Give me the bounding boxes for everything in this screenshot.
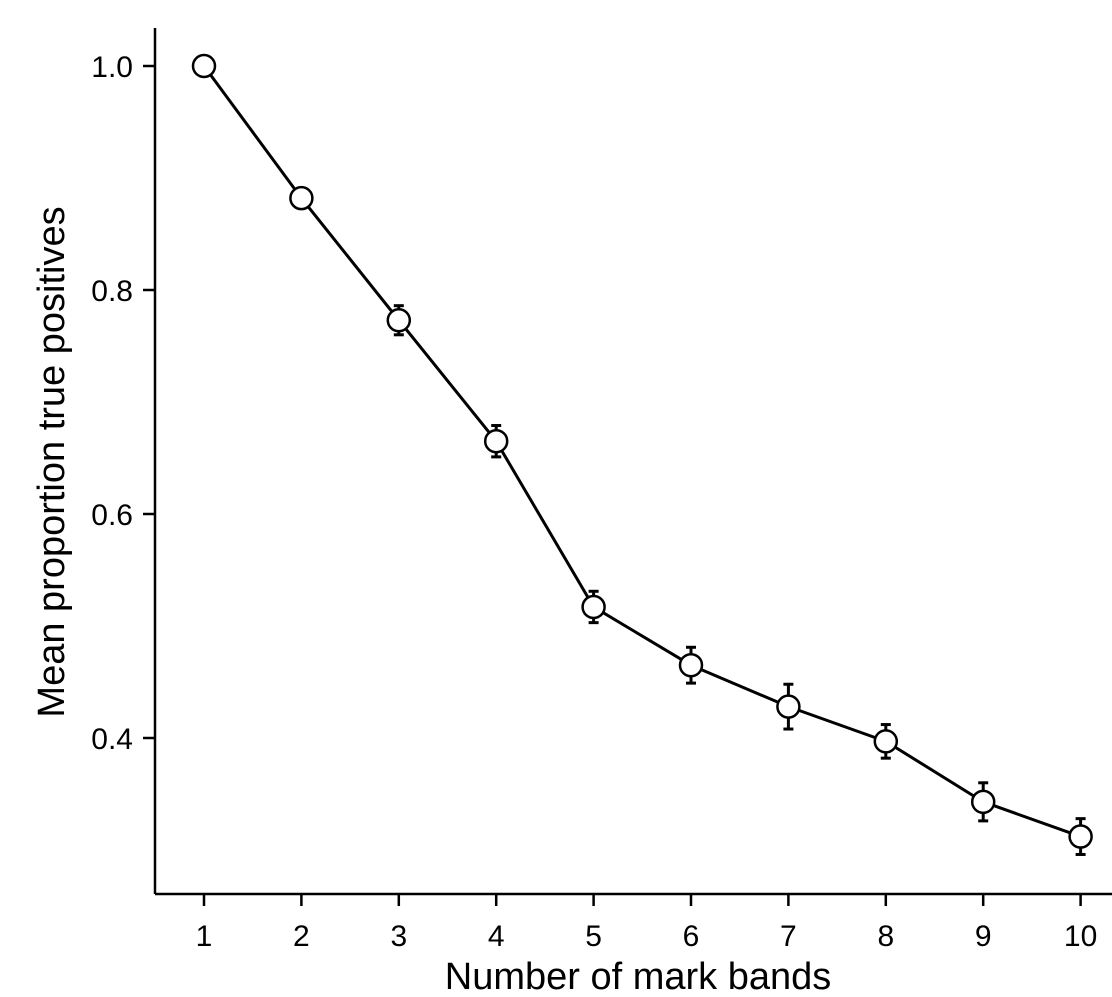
x-tick-label: 4 <box>488 920 505 953</box>
x-tick-label: 10 <box>1064 920 1097 953</box>
data-point <box>289 185 314 211</box>
x-tick-label: 2 <box>293 920 310 953</box>
x-tick-label: 7 <box>780 920 797 953</box>
data-point <box>776 694 801 719</box>
axes <box>153 28 1112 896</box>
ticks: 1 2 3 4 5 6 7 8 9 10 0.4 0.6 0.8 1.0 <box>91 51 1097 953</box>
data-point <box>1068 824 1093 849</box>
x-tick-label: 1 <box>196 920 213 953</box>
data-point <box>873 729 899 754</box>
y-axis-title: Mean proportion true positives <box>31 206 73 717</box>
data-point <box>483 428 509 454</box>
x-axis-title: Number of mark bands <box>445 956 832 997</box>
x-tick-label: 8 <box>877 920 894 953</box>
x-tick-label: 3 <box>390 920 407 953</box>
x-tick-label: 9 <box>975 920 992 953</box>
data-point <box>386 307 412 333</box>
x-tick-label: 5 <box>585 920 602 953</box>
data-point <box>678 652 704 678</box>
data-point <box>970 789 996 815</box>
data-point <box>581 594 606 620</box>
series-line <box>202 65 1082 838</box>
series <box>191 53 1093 856</box>
y-tick-label: 0.8 <box>91 275 133 308</box>
y-tick-label: 1.0 <box>91 51 133 84</box>
x-tick-label: 6 <box>683 920 700 953</box>
y-tick-label: 0.6 <box>91 499 133 532</box>
data-point <box>191 53 217 79</box>
y-tick-label: 0.4 <box>91 723 133 756</box>
